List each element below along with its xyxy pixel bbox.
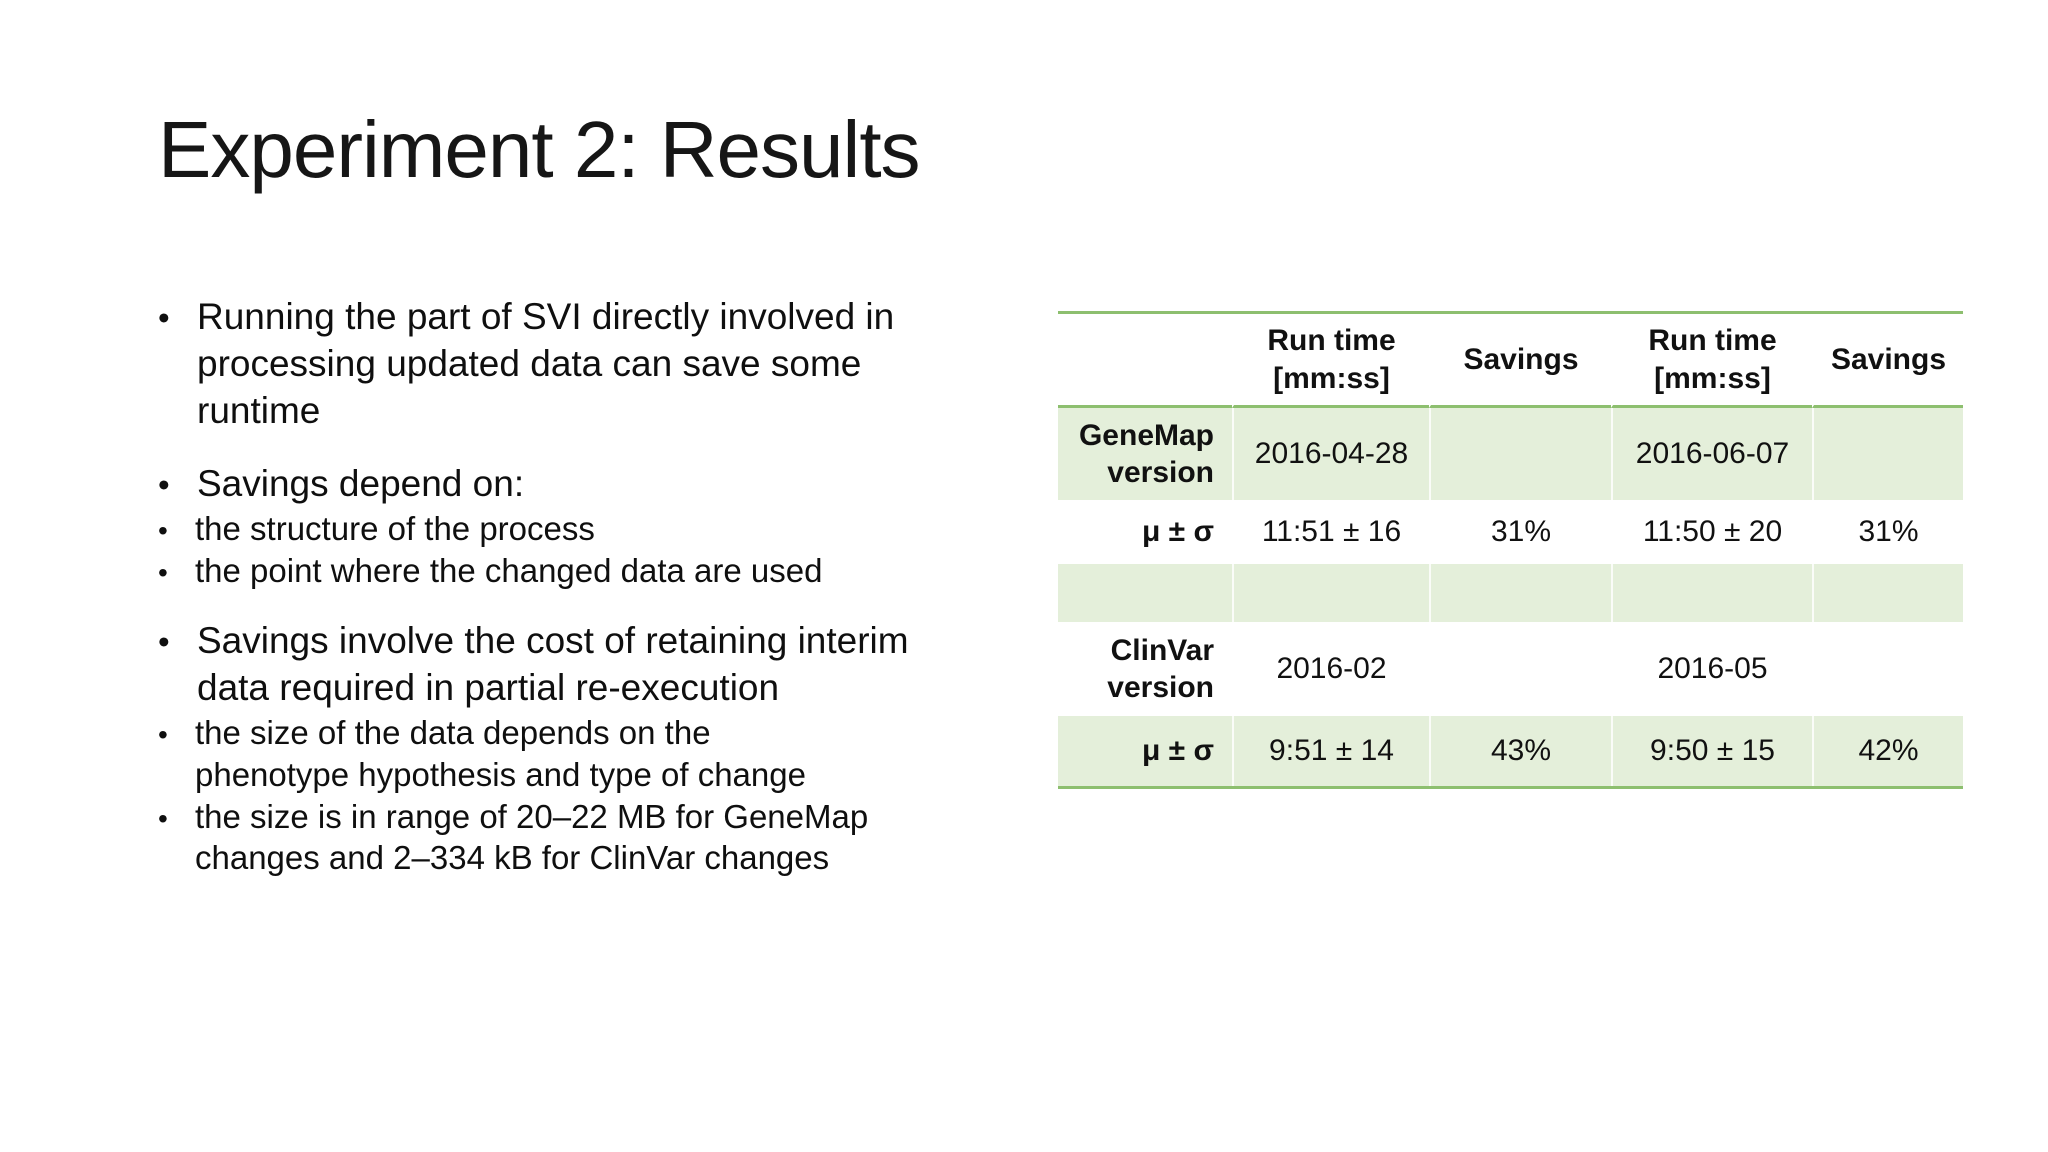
table-header-row: Run time [mm:ss] Savings Run time [mm:ss… — [1058, 314, 1963, 408]
table-cell — [1429, 564, 1611, 622]
header-cell-runtime-a: Run time [mm:ss] — [1232, 314, 1429, 408]
row-label: ClinVar version — [1107, 633, 1214, 705]
bullet-text: Savings depend on: — [197, 462, 525, 504]
list-item: Savings involve the cost of retaining in… — [158, 618, 1058, 712]
table-cell: 42% — [1812, 716, 1963, 786]
table-cell — [1429, 408, 1611, 500]
list-item-sub: the point where the changed data are use… — [158, 550, 1058, 592]
table-row-clinvar-version: ClinVar version 2016-02 2016-05 — [1058, 622, 1963, 716]
table-cell: 2016-02 — [1232, 622, 1429, 716]
bullet-icon — [158, 550, 168, 592]
results-table: Run time [mm:ss] Savings Run time [mm:ss… — [1058, 311, 1963, 789]
table-row-clinvar-stats: μ ± σ 9:51 ± 14 43% 9:50 ± 15 42% — [1058, 716, 1963, 786]
table-cell — [1611, 564, 1812, 622]
bullet-icon — [158, 508, 168, 550]
list-item: Savings depend on: — [158, 461, 1058, 508]
table-row-genemap-stats: μ ± σ 11:51 ± 16 31% 11:50 ± 20 31% — [1058, 500, 1963, 564]
row-label: μ ± σ — [1058, 716, 1232, 786]
header-cell-empty — [1058, 314, 1232, 408]
list-item: Running the part of SVI directly involve… — [158, 294, 1058, 435]
table-cell: 2016-06-07 — [1611, 408, 1812, 500]
list-item-sub: the structure of the process — [158, 508, 1058, 550]
bullet-icon — [158, 618, 170, 665]
table-cell: 11:50 ± 20 — [1611, 500, 1812, 564]
table-cell — [1812, 564, 1963, 622]
table-cell: 43% — [1429, 716, 1611, 786]
bullet-icon — [158, 461, 170, 508]
bullet-text: the structure of the process — [195, 509, 595, 547]
bullet-list: Running the part of SVI directly involve… — [158, 294, 1058, 879]
table-cell: 9:50 ± 15 — [1611, 716, 1812, 786]
table-row-spacer — [1058, 564, 1963, 622]
table-row-genemap-version: GeneMap version 2016-04-28 2016-06-07 — [1058, 408, 1963, 500]
bullet-text: Savings involve the cost of retaining in… — [197, 619, 909, 708]
page-title: Experiment 2: Results — [158, 105, 921, 194]
table-cell — [1232, 564, 1429, 622]
table-cell — [1429, 622, 1611, 716]
bullet-text: the size of the data depends on the phen… — [195, 713, 806, 793]
bullet-icon — [158, 294, 170, 341]
list-item-sub: the size of the data depends on the phen… — [158, 712, 1058, 796]
table-cell: 2016-04-28 — [1232, 408, 1429, 500]
bullet-icon — [158, 796, 168, 838]
bullet-text: the point where the changed data are use… — [195, 551, 823, 589]
row-label: μ ± σ — [1141, 515, 1214, 549]
table-cell: 2016-05 — [1611, 622, 1812, 716]
list-item-sub: the size is in range of 20–22 MB for Gen… — [158, 796, 1058, 880]
table-cell: 31% — [1812, 500, 1963, 564]
table-cell: 9:51 ± 14 — [1232, 716, 1429, 786]
header-cell-savings-b: Savings — [1812, 314, 1963, 408]
table-cell — [1812, 408, 1963, 500]
bullet-text: Running the part of SVI directly involve… — [197, 296, 895, 431]
header-cell-runtime-b: Run time [mm:ss] — [1611, 314, 1812, 408]
row-label: GeneMap version — [1058, 408, 1232, 500]
bullet-text: the size is in range of 20–22 MB for Gen… — [195, 797, 869, 877]
header-cell-savings-a: Savings — [1429, 314, 1611, 408]
table-cell — [1812, 622, 1963, 716]
bullet-icon — [158, 712, 168, 754]
row-label — [1058, 564, 1232, 622]
table-cell: 31% — [1429, 500, 1611, 564]
table-cell: 11:51 ± 16 — [1232, 500, 1429, 564]
